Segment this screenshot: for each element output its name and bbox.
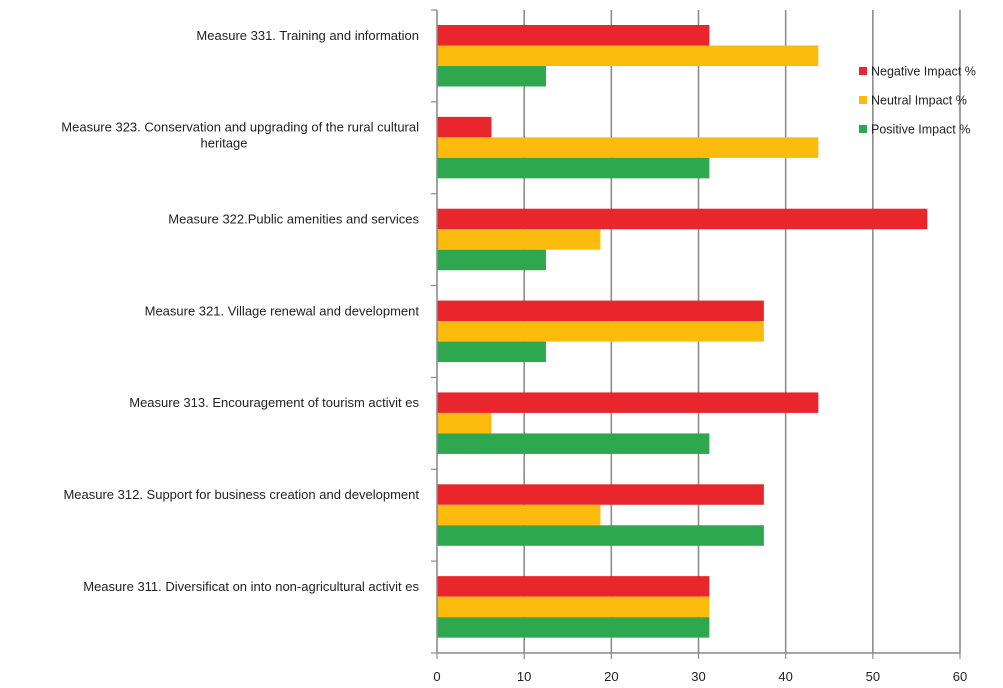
bar-positive-1 (437, 66, 546, 87)
x-tick-label: 50 (866, 669, 880, 684)
bar-neutral-4 (437, 321, 764, 342)
x-tick-label: 40 (778, 669, 792, 684)
axes (431, 9, 961, 659)
category-label: Measure 331. Training and information (196, 28, 419, 43)
bar-positive-5 (437, 433, 710, 454)
bar-positive-7 (437, 617, 710, 638)
bar-negative-6 (437, 484, 764, 505)
bar-neutral-3 (437, 229, 601, 250)
bar-positive-6 (437, 525, 764, 546)
bar-neutral-6 (437, 504, 601, 526)
legend: Negative Impact % Neutral Impact % Positiv… (859, 65, 976, 137)
bar-positive-3 (437, 249, 546, 271)
bar-positive-2 (437, 157, 710, 179)
bar-negative-1 (437, 25, 710, 46)
bar-negative-4 (437, 300, 764, 322)
legend-swatch-3 (859, 125, 867, 133)
bar-negative-5 (437, 392, 819, 413)
x-tick-label: 10 (517, 669, 531, 684)
x-tick-label: 20 (604, 669, 618, 684)
category-labels: Measure 331. Training and information Mea… (61, 28, 419, 594)
bar-neutral-5 (437, 412, 492, 434)
legend-label-3: Positive Impact % (871, 123, 970, 137)
category-label: Measure 311. Diversificat on into non-ag… (83, 579, 419, 594)
bar-negative-7 (437, 576, 710, 597)
category-label: Measure 313. Encouragement of tourism ac… (129, 395, 419, 410)
legend-swatch-1 (859, 67, 867, 75)
bar-negative-3 (437, 208, 928, 230)
bar-negative-2 (437, 116, 492, 138)
x-tick-label: 60 (953, 669, 967, 684)
x-tick-label: 0 (433, 669, 440, 684)
x-tick-labels: 0 10 20 30 40 50 60 (433, 669, 967, 684)
category-label: Measure 323. Conservation and upgrading … (61, 120, 419, 151)
category-label: Measure 321. Village renewal and develop… (145, 303, 420, 318)
bars (437, 25, 928, 638)
legend-label-2: Neutral Impact % (871, 94, 967, 108)
category-label: Measure 322.Public amenities and service… (168, 211, 419, 226)
bar-neutral-2 (437, 137, 819, 158)
x-tick-label: 30 (691, 669, 705, 684)
bar-neutral-1 (437, 45, 819, 66)
category-label: Measure 312. Support for business creati… (63, 487, 419, 502)
bar-neutral-7 (437, 596, 710, 618)
legend-label-1: Negative Impact % (871, 65, 976, 79)
bar-positive-4 (437, 341, 546, 363)
legend-swatch-2 (859, 96, 867, 104)
